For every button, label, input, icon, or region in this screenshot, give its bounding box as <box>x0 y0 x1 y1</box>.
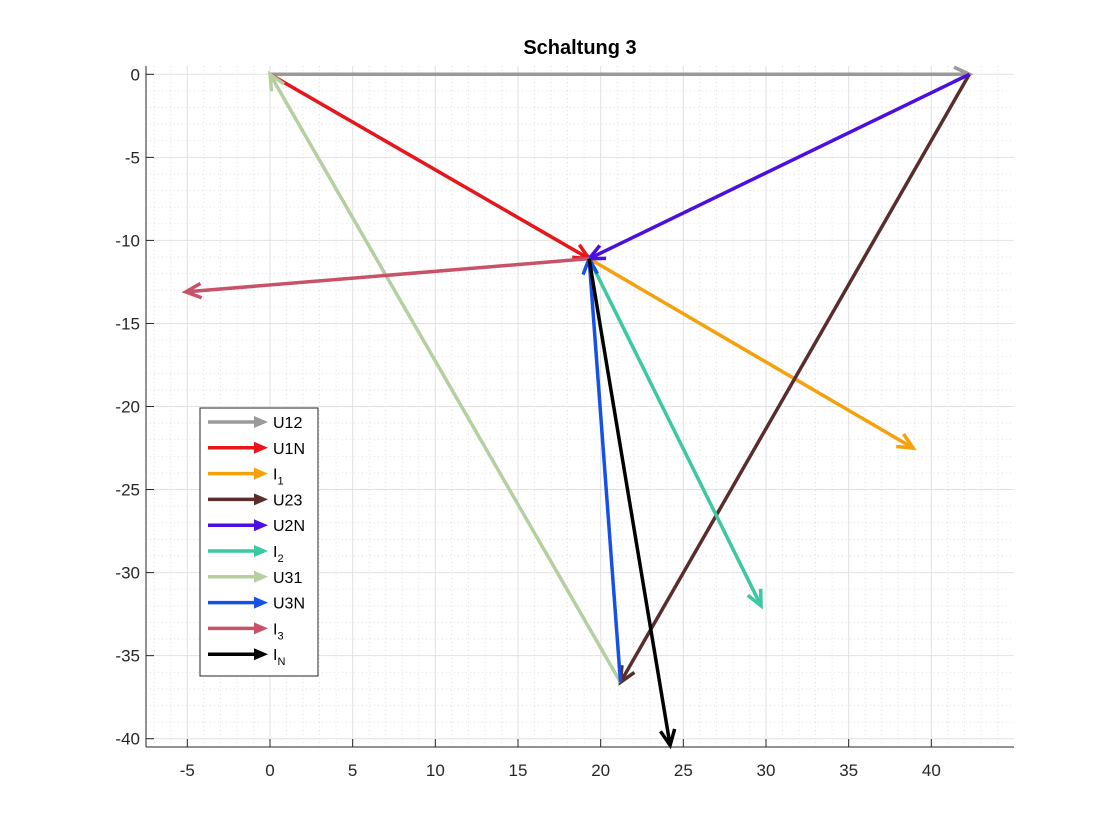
x-tick-label: 5 <box>348 761 357 780</box>
arrow-shaft <box>269 72 590 261</box>
legend-label: U31 <box>273 570 302 587</box>
legend-swatch-head <box>254 545 268 557</box>
legend-swatch-head <box>254 519 268 532</box>
legend-swatch-head <box>254 416 268 428</box>
arrow-head <box>659 728 677 750</box>
legend-label-subscript: 1 <box>277 476 283 488</box>
x-tick-label: 35 <box>839 761 858 780</box>
x-tick-label: 10 <box>426 761 445 780</box>
x-tick-label: -5 <box>180 761 195 780</box>
arrow-i3 <box>181 256 590 300</box>
legend-label: I2 <box>273 544 284 565</box>
y-tick-label: -25 <box>115 481 140 500</box>
arrow-head <box>896 433 917 451</box>
legend-swatch-head <box>254 467 268 480</box>
legend-item: U31 <box>208 570 302 587</box>
y-tick-label: -30 <box>115 564 140 583</box>
y-tick-label: -40 <box>115 730 140 749</box>
arrow-shaft <box>587 258 672 746</box>
arrow-shaft <box>588 72 971 261</box>
y-tick-label: -20 <box>115 398 140 417</box>
x-tick-label: 0 <box>265 761 274 780</box>
y-tick-label: -5 <box>125 148 140 167</box>
legend-swatch-head <box>254 441 268 454</box>
legend-swatch-head <box>254 596 268 609</box>
arrow-in <box>587 258 677 750</box>
y-tick-label: -35 <box>115 647 140 666</box>
chart-title: Schaltung 3 <box>523 37 636 59</box>
legend-item: U12 <box>208 415 302 432</box>
legend-label-subscript: 2 <box>277 553 283 565</box>
arrow-head <box>181 281 203 300</box>
arrow-i1 <box>588 257 917 451</box>
legend-item: I1 <box>208 467 284 488</box>
legend-item: U23 <box>208 492 302 509</box>
x-tick-label: 25 <box>674 761 693 780</box>
legend-label: U12 <box>273 415 302 432</box>
arrow-shaft <box>268 73 623 684</box>
legend-swatch-head <box>254 493 268 506</box>
legend-label: U3N <box>273 596 305 613</box>
legend-item: U1N <box>208 441 305 458</box>
legend-label: U1N <box>273 441 305 458</box>
legend-item: I2 <box>208 544 284 565</box>
legend-label: U23 <box>273 492 302 509</box>
axes-layer: -5 0 5 10 15 20 25 30 35 40 0 -5 -10 -15 -20 -25 -30 -35 -… <box>115 65 1014 780</box>
legend-item: U3N <box>208 596 305 613</box>
arrow-head <box>746 588 763 610</box>
legend-item: I3 <box>208 621 284 642</box>
y-tick-label: -15 <box>115 314 140 333</box>
legend-label: U2N <box>273 518 305 535</box>
arrows-layer <box>181 65 974 750</box>
legend-label: I3 <box>273 621 284 642</box>
x-tick-label: 40 <box>922 761 941 780</box>
legend-label-subscript: 3 <box>277 630 283 642</box>
legend-swatch-head <box>254 570 268 583</box>
y-tick-label: 0 <box>131 65 140 84</box>
arrow-shaft <box>588 257 915 450</box>
arrow-head <box>267 70 285 92</box>
arrow-i2 <box>587 257 763 610</box>
arrow-shaft <box>618 73 971 684</box>
legend-swatch-head <box>254 648 268 661</box>
legend-item: U2N <box>208 518 305 535</box>
arrow-shaft <box>185 256 590 294</box>
x-tick-label: 20 <box>591 761 610 780</box>
arrow-shaft <box>587 258 623 683</box>
x-tick-label: 30 <box>757 761 776 780</box>
legend-label-subscript: N <box>277 656 285 668</box>
arrow-u31 <box>267 70 623 684</box>
legend-label: I1 <box>273 467 284 488</box>
x-tick-label: 15 <box>509 761 528 780</box>
arrow-shaft <box>587 257 763 607</box>
y-tick-label: -10 <box>115 231 140 250</box>
legend-swatch-head <box>254 622 268 635</box>
